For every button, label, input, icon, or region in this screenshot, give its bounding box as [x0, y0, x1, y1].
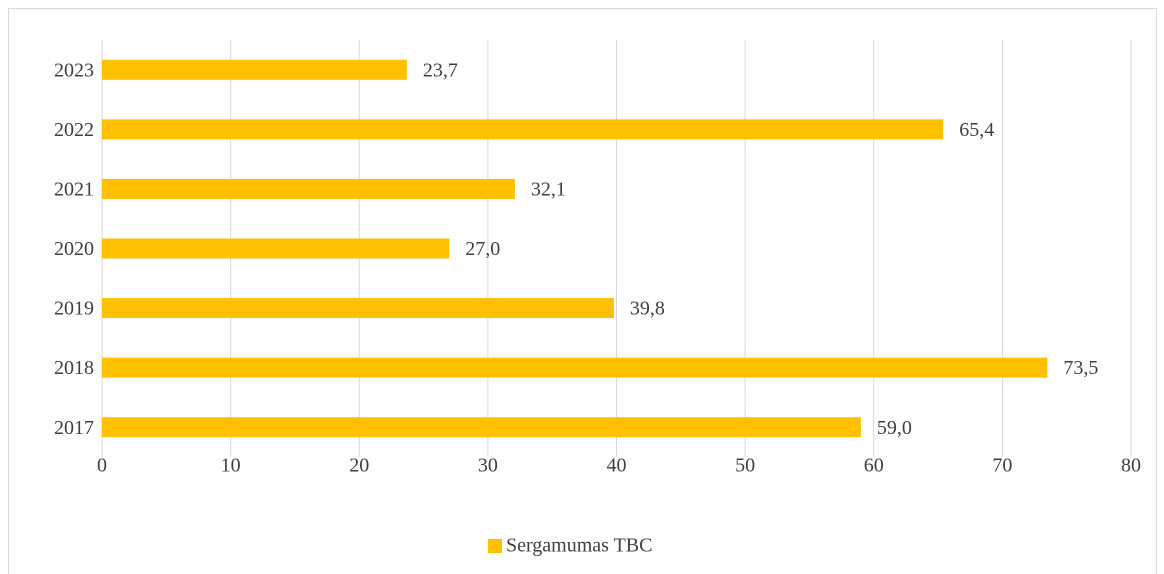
x-tick-label: 20	[349, 455, 369, 477]
y-tick-label: 2021	[54, 179, 94, 201]
y-tick-label: 2023	[54, 59, 94, 81]
x-tick-label: 40	[607, 455, 627, 477]
data-label: 32,1	[531, 179, 566, 201]
x-tick-label: 70	[992, 455, 1012, 477]
data-label: 59,0	[877, 417, 912, 439]
y-tick-label: 2018	[54, 357, 94, 379]
bar	[102, 178, 515, 199]
legend-swatch	[488, 539, 502, 553]
y-tick-label: 2017	[54, 417, 94, 439]
chart-frame	[8, 8, 1157, 574]
bar	[102, 298, 614, 319]
x-tick-label: 10	[221, 455, 241, 477]
y-tick-label: 2020	[54, 238, 94, 260]
data-label: 65,4	[959, 119, 994, 141]
y-tick-label: 2022	[54, 119, 94, 141]
x-tick-label: 30	[478, 455, 498, 477]
data-label: 39,8	[630, 298, 665, 320]
y-tick-label: 2019	[54, 298, 94, 320]
legend-label: Sergamumas TBC	[506, 535, 652, 557]
data-label: 23,7	[423, 59, 458, 81]
x-tick-label: 60	[864, 455, 884, 477]
bar	[102, 59, 407, 80]
bar	[102, 119, 944, 140]
x-tick-label: 0	[97, 455, 107, 477]
bar	[102, 417, 861, 438]
bar	[102, 238, 450, 259]
x-tick-label: 80	[1121, 455, 1141, 477]
data-label: 27,0	[465, 238, 500, 260]
bar	[102, 357, 1048, 378]
x-tick-label: 50	[735, 455, 755, 477]
data-label: 73,5	[1063, 357, 1098, 379]
